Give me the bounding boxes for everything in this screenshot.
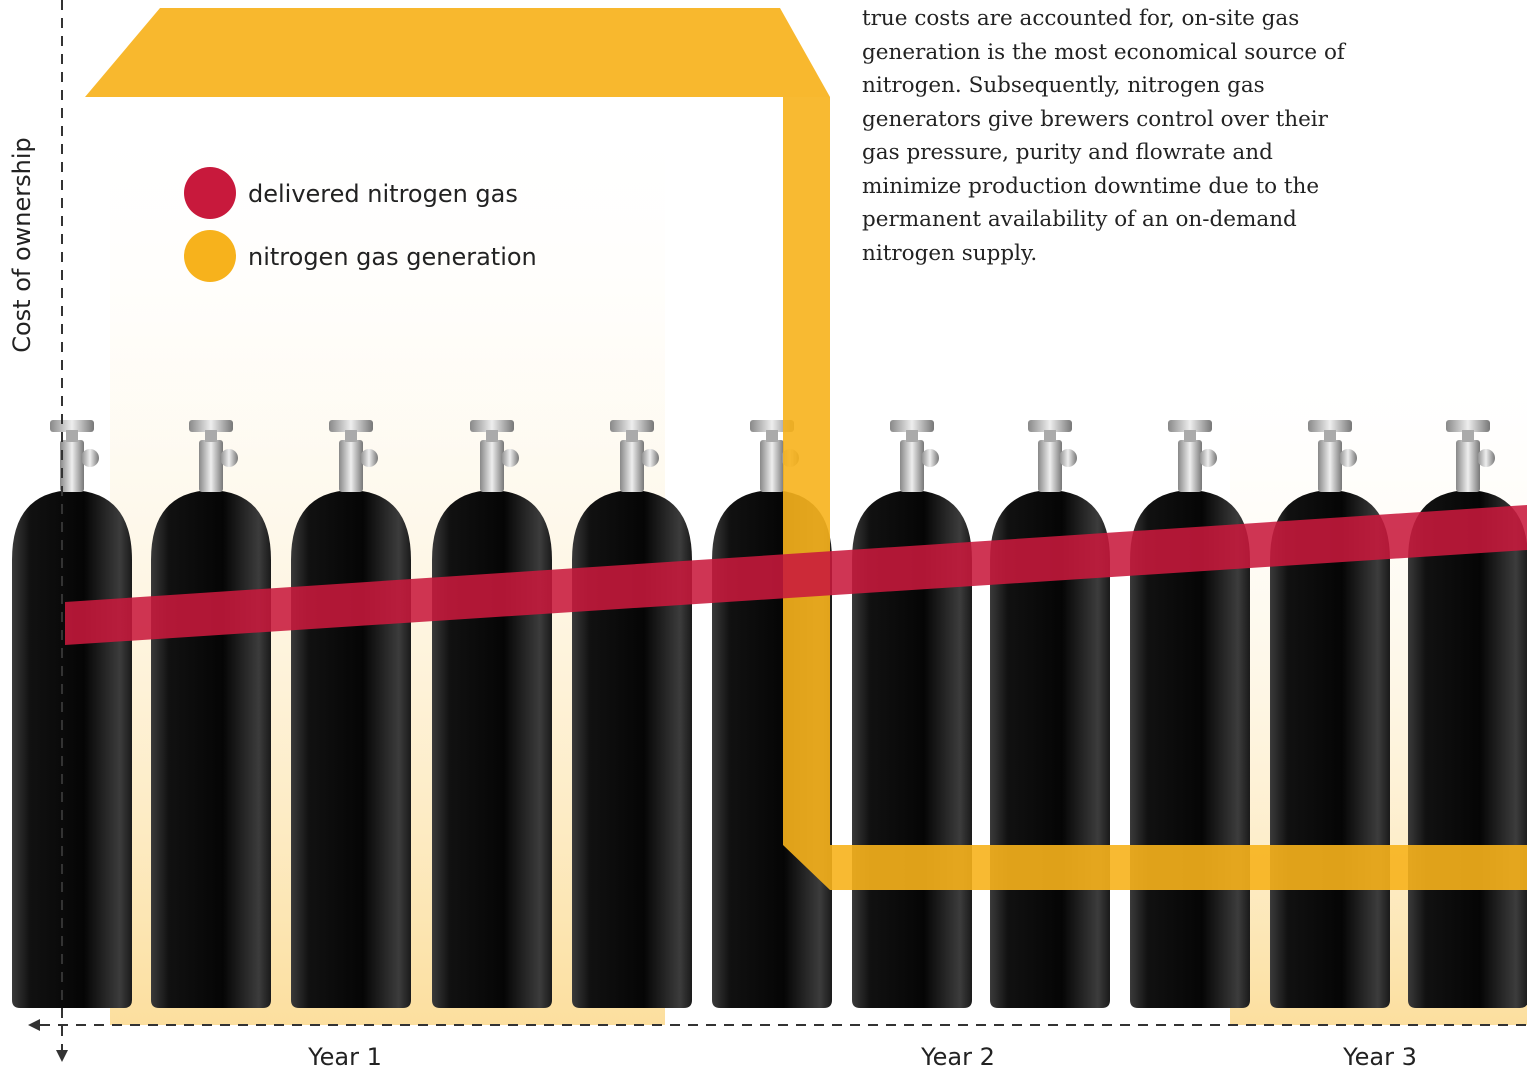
valve	[480, 440, 504, 492]
valve	[900, 440, 924, 492]
valve-stem	[66, 430, 78, 442]
infographic: Cost of ownership Year 1 Year 2 Year 3 d…	[0, 0, 1527, 1069]
valve-outlet	[360, 449, 378, 467]
valve-stem	[626, 430, 638, 442]
valve	[60, 440, 84, 492]
valve-stem	[486, 430, 498, 442]
valve-stem	[1184, 430, 1196, 442]
valve	[1038, 440, 1062, 492]
valve	[620, 440, 644, 492]
paragraph: true costs are accounted for, on-site ga…	[862, 2, 1362, 270]
cylinder	[291, 490, 411, 1008]
valve-stem	[1324, 430, 1336, 442]
legend-label: nitrogen gas generation	[248, 243, 537, 271]
legend-swatch	[184, 230, 236, 282]
cylinder	[12, 490, 132, 1008]
valve-outlet	[1199, 449, 1217, 467]
cylinder	[432, 490, 552, 1008]
y-arrow	[56, 1050, 68, 1062]
cylinder	[151, 490, 271, 1008]
legend-swatch	[184, 167, 236, 219]
valve-stem	[205, 430, 217, 442]
generation-ribbon-top	[85, 8, 830, 97]
valve	[339, 440, 363, 492]
valve-stem	[1044, 430, 1056, 442]
valve-stem	[906, 430, 918, 442]
valve-outlet	[1339, 449, 1357, 467]
valve-outlet	[1477, 449, 1495, 467]
y-axis-label: Cost of ownership	[8, 137, 36, 353]
valve-stem	[1462, 430, 1474, 442]
valve-stem	[345, 430, 357, 442]
valve-outlet	[220, 449, 238, 467]
cylinder	[1408, 490, 1527, 1008]
x-label: Year 2	[920, 1043, 995, 1069]
legend-label: delivered nitrogen gas	[248, 180, 518, 208]
valve	[1178, 440, 1202, 492]
valve	[1456, 440, 1480, 492]
valve	[760, 440, 784, 492]
valve	[199, 440, 223, 492]
valve-outlet	[81, 449, 99, 467]
valve-outlet	[1059, 449, 1077, 467]
x-label: Year 1	[307, 1043, 382, 1069]
valve-outlet	[641, 449, 659, 467]
cylinder	[1270, 490, 1390, 1008]
valve-outlet	[921, 449, 939, 467]
x-label: Year 3	[1342, 1043, 1417, 1069]
valve-outlet	[501, 449, 519, 467]
valve-stem	[766, 430, 778, 442]
x-arrow	[28, 1019, 40, 1031]
valve	[1318, 440, 1342, 492]
